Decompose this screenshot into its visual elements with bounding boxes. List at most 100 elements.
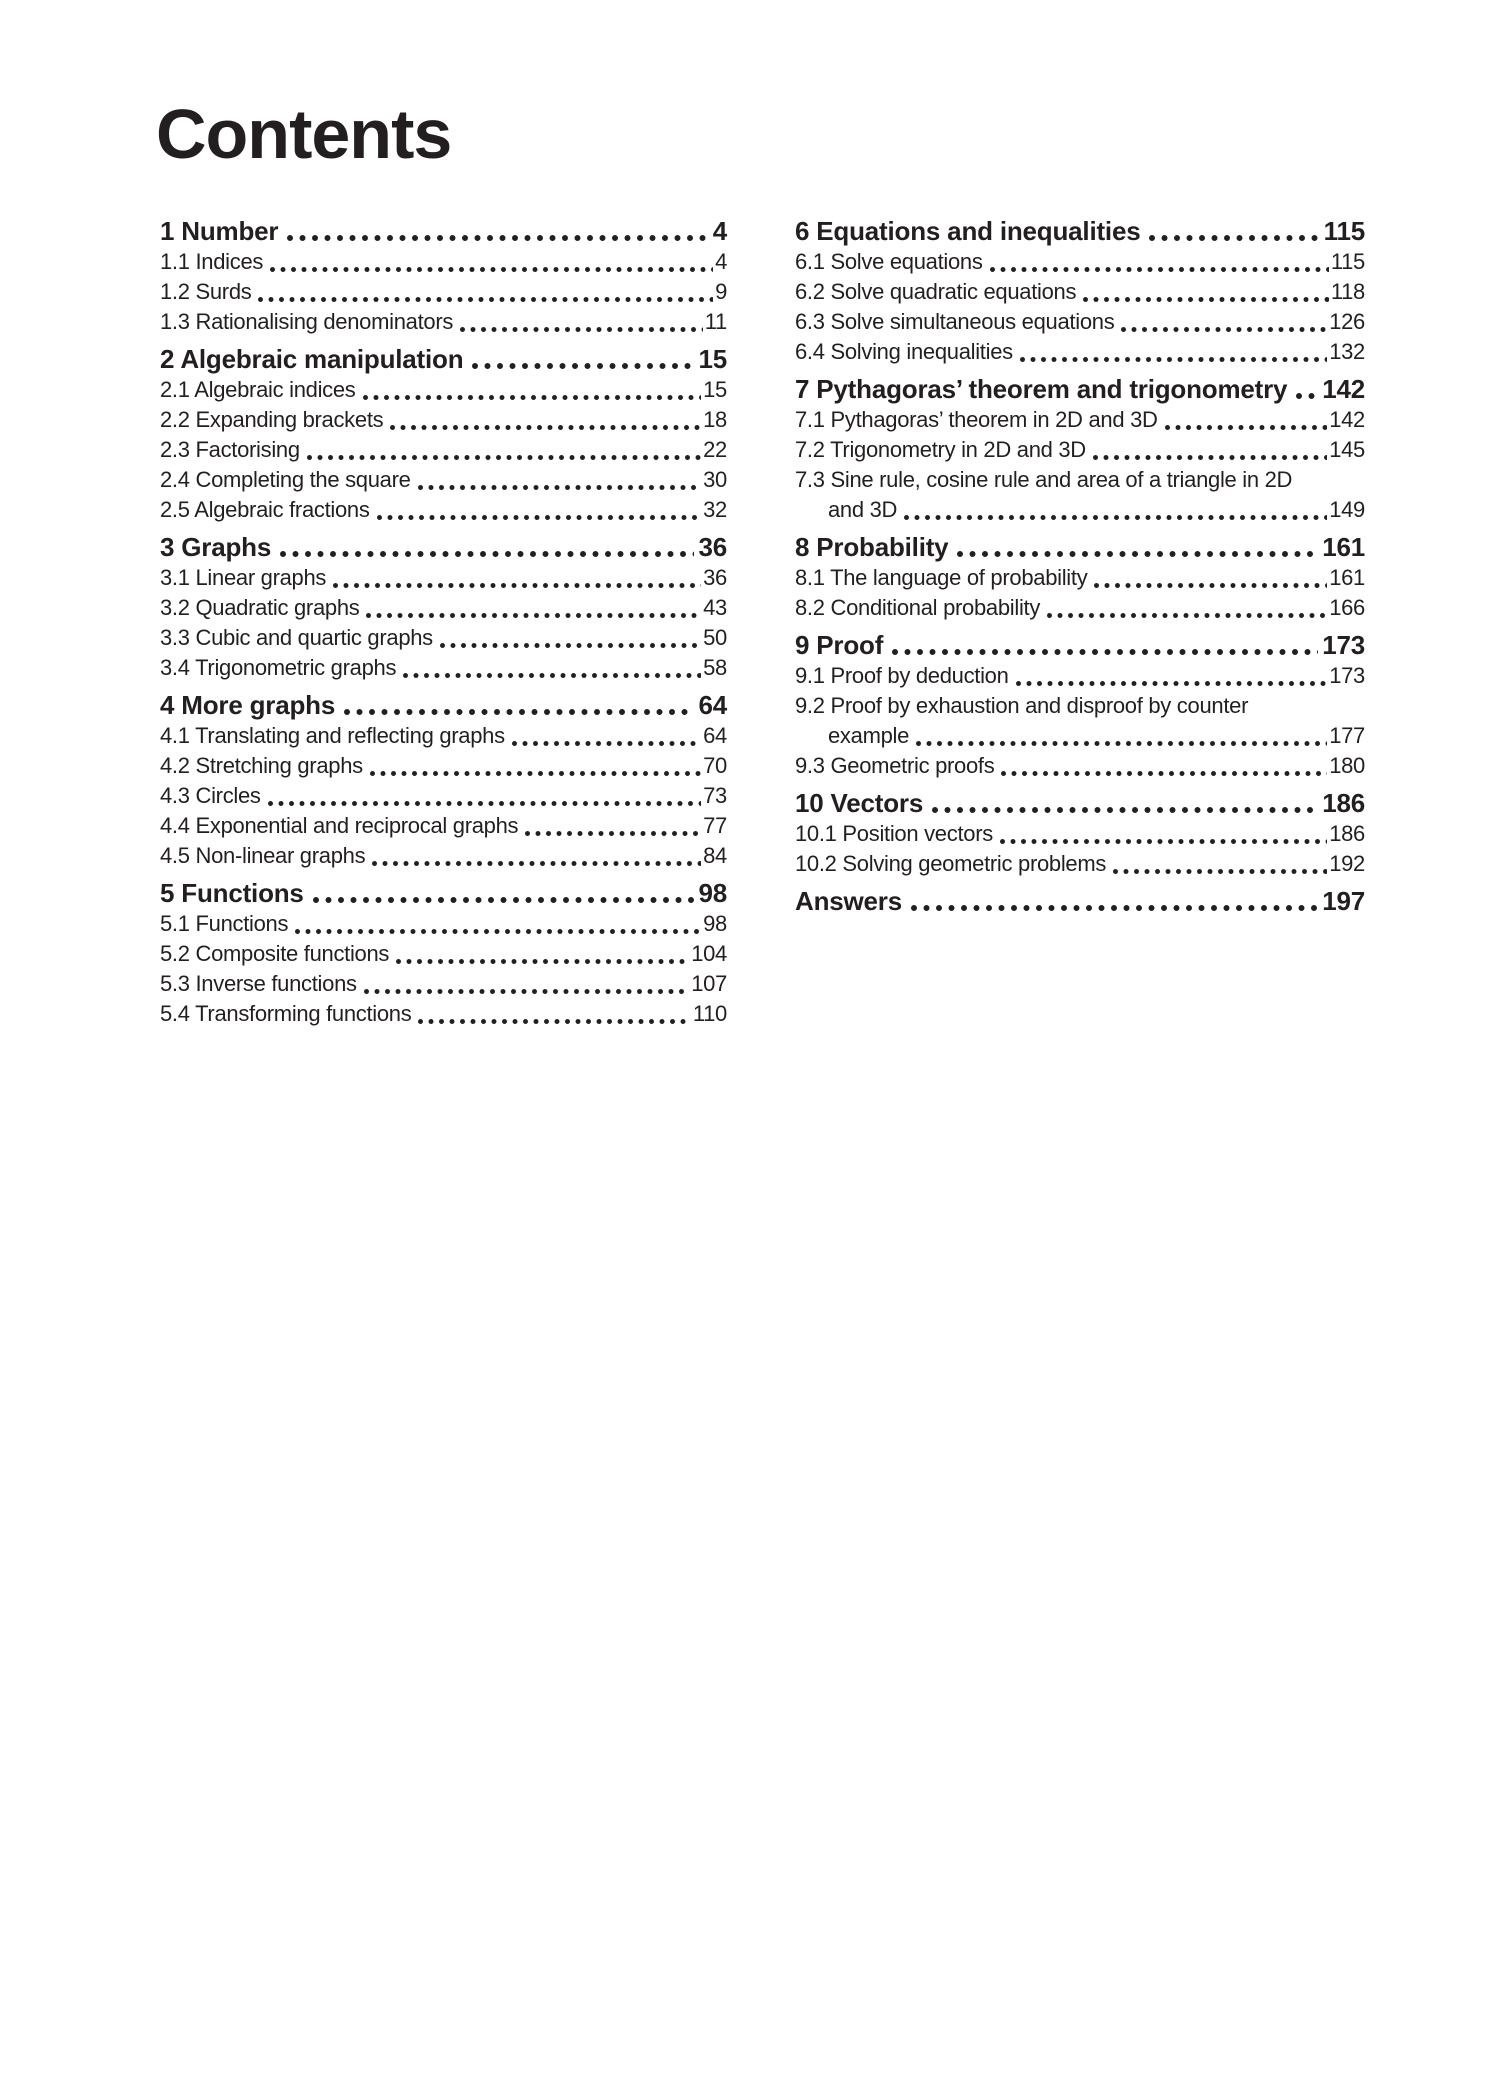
toc-entry-page: 192: [1329, 851, 1365, 876]
dotted-leader: [333, 582, 702, 589]
dotted-leader: [417, 484, 702, 491]
toc-entry: 7.1 Pythagoras’ theorem in 2D and 3D 142: [795, 405, 1365, 435]
toc-entry: 7.2 Trigonometry in 2D and 3D 145: [795, 435, 1365, 465]
toc-chapter-entry: 4 More graphs 64: [160, 690, 727, 720]
toc-column-right: 6 Equations and inequalities 115 6.1 Solve…: [795, 209, 1365, 1029]
dotted-leader: [439, 642, 702, 649]
toc-entry-page: 142: [1329, 407, 1365, 432]
toc-entry-label: 7.2 Trigonometry in 2D and 3D: [795, 437, 1086, 462]
toc-chapter-entry: 8 Probability 161: [795, 532, 1365, 562]
toc-entry: 2.5 Algebraic fractions 32: [160, 495, 727, 525]
dotted-leader: [287, 234, 709, 242]
toc-entry-label: 5.1 Functions: [160, 911, 289, 936]
toc-entry-label: 8.2 Conditional probability: [795, 595, 1041, 620]
toc-entry-label: 3 Graphs: [160, 532, 272, 562]
toc-entry-page: 32: [703, 497, 727, 522]
toc-chapter-entry: 6 Equations and inequalities 115: [795, 216, 1365, 246]
toc-entry: 3.1 Linear graphs 36: [160, 563, 727, 593]
toc-entry: 5.1 Functions 98: [160, 909, 727, 939]
toc-entry: 4.2 Stretching graphs 70: [160, 751, 727, 781]
toc-entry-label: 9.1 Proof by deduction: [795, 663, 1009, 688]
toc-entry-label-continued: and 3D: [828, 497, 898, 522]
toc-chapter-entry: Answers 197: [795, 886, 1365, 916]
page-title: Contents: [156, 95, 452, 173]
toc-entry-label: 1 Number: [160, 216, 279, 246]
toc-entry-page: 132: [1329, 339, 1365, 364]
dotted-leader: [372, 860, 702, 867]
toc-entry-page: 4: [712, 216, 727, 246]
dotted-leader: [472, 362, 695, 370]
toc-entry-page: 77: [703, 813, 727, 838]
dotted-leader: [1047, 612, 1328, 619]
toc-entry-label: 4.2 Stretching graphs: [160, 753, 363, 778]
toc-entry: 6.4 Solving inequalities 132: [795, 337, 1365, 367]
dotted-leader: [390, 424, 702, 431]
toc-entry-label: 9 Proof: [795, 630, 884, 660]
dotted-leader: [910, 904, 1319, 912]
toc-entry-label: 5.3 Inverse functions: [160, 971, 357, 996]
toc-entry-label: 8.1 The language of probability: [795, 565, 1088, 590]
toc-entry-page: 173: [1322, 630, 1365, 660]
toc-entry-label: 1.1 Indices: [160, 249, 264, 274]
toc-entry-page: 15: [703, 377, 727, 402]
toc-entry-page: 4: [715, 249, 727, 274]
toc-entry: 8.1 The language of probability 161: [795, 563, 1365, 593]
toc-entry-label: 6.4 Solving inequalities: [795, 339, 1013, 364]
toc-entry-page: 73: [703, 783, 727, 808]
dotted-leader: [1113, 868, 1328, 875]
dotted-leader: [312, 896, 695, 904]
toc-entry-label: 4.5 Non-linear graphs: [160, 843, 366, 868]
toc-entry: 9.1 Proof by deduction 173: [795, 661, 1365, 691]
toc-entry-page: 180: [1329, 753, 1365, 778]
toc-entry-label: 7.1 Pythagoras’ theorem in 2D and 3D: [795, 407, 1158, 432]
toc-entry-label: 4.4 Exponential and reciprocal graphs: [160, 813, 519, 838]
toc-entry-page: 50: [703, 625, 727, 650]
dotted-leader: [267, 800, 702, 807]
toc-entry-page: 18: [703, 407, 727, 432]
toc-entry-label: 2.4 Completing the square: [160, 467, 411, 492]
dotted-leader: [403, 672, 702, 679]
toc-entry-page: 115: [1330, 249, 1365, 274]
dotted-leader: [1094, 582, 1328, 589]
toc-entry-label: 5.4 Transforming functions: [160, 1001, 412, 1026]
toc-entry-page: 104: [691, 941, 727, 966]
toc-entry-label: 9.2 Proof by exhaustion and disproof by …: [795, 693, 1249, 718]
toc-columns: 1 Number 4 1.1 Indices 4 1.2 Surds 9 1.3 Ratio…: [160, 209, 1365, 1029]
toc-entry-label: 5.2 Composite functions: [160, 941, 390, 966]
dotted-leader: [892, 648, 1319, 656]
toc-entry-page: 161: [1322, 532, 1365, 562]
toc-chapter-entry: 2 Algebraic manipulation 15: [160, 344, 727, 374]
toc-entry-label: 4.1 Translating and reflecting graphs: [160, 723, 505, 748]
toc-entry-page: 107: [691, 971, 727, 996]
toc-chapter-entry: 3 Graphs 36: [160, 532, 727, 562]
toc-entry: 9.2 Proof by exhaustion and disproof by …: [795, 691, 1365, 751]
toc-entry-label: 5 Functions: [160, 878, 304, 908]
toc-chapter-entry: 1 Number 4: [160, 216, 727, 246]
toc-entry-label: 10.2 Solving geometric problems: [795, 851, 1107, 876]
toc-entry-page: 118: [1330, 279, 1365, 304]
toc-entry-page: 70: [703, 753, 727, 778]
toc-entry-page: 145: [1329, 437, 1365, 462]
toc-entry-label: 6.1 Solve equations: [795, 249, 983, 274]
toc-entry-label: 10.1 Position vectors: [795, 821, 993, 846]
toc-entry-page: 22: [703, 437, 727, 462]
toc-column-left: 1 Number 4 1.1 Indices 4 1.2 Surds 9 1.3 Ratio…: [160, 209, 727, 1029]
dotted-leader: [366, 612, 702, 619]
toc-entry-label: Answers: [795, 886, 902, 916]
dotted-leader: [1164, 424, 1328, 431]
toc-entry-label: 3.4 Trigonometric graphs: [160, 655, 397, 680]
toc-entry-label: 1.2 Surds: [160, 279, 252, 304]
toc-entry: 4.3 Circles 73: [160, 781, 727, 811]
toc-entry-page: 15: [698, 344, 727, 374]
toc-entry-label: 4 More graphs: [160, 690, 336, 720]
toc-entry-page: 84: [703, 843, 727, 868]
toc-entry-page: 110: [692, 1001, 727, 1026]
toc-entry: 5.2 Composite functions 104: [160, 939, 727, 969]
toc-entry-label: 7 Pythagoras’ theorem and trigonometry: [795, 374, 1288, 404]
dotted-leader: [363, 988, 690, 995]
toc-entry: 6.2 Solve quadratic equations 118: [795, 277, 1365, 307]
toc-entry-page: 115: [1323, 216, 1366, 246]
toc-entry-page: 30: [703, 467, 727, 492]
toc-entry: 5.4 Transforming functions 110: [160, 999, 727, 1029]
